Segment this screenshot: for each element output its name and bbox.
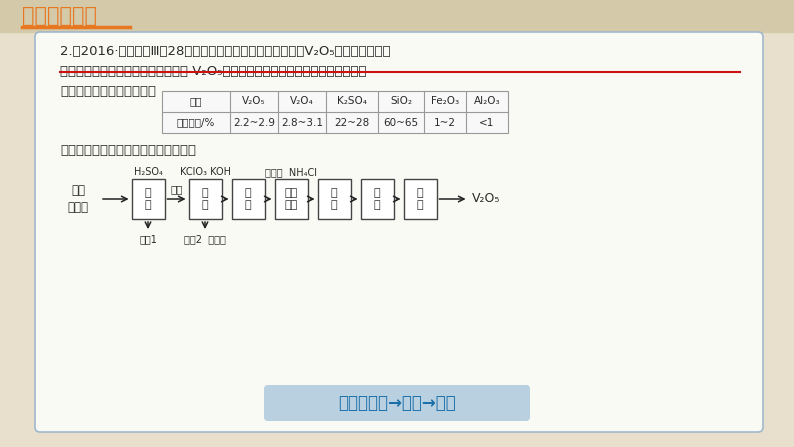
Text: V₂O₅: V₂O₅ <box>472 193 500 206</box>
Text: 1~2: 1~2 <box>434 118 456 127</box>
Text: 原料、杂质→流程→产品: 原料、杂质→流程→产品 <box>338 394 456 412</box>
Text: 洗
脱: 洗 脱 <box>330 188 337 210</box>
Text: K₂SO₄: K₂SO₄ <box>337 97 367 106</box>
Bar <box>162 91 508 133</box>
Text: 废渣2  流出液: 废渣2 流出液 <box>184 234 226 244</box>
Bar <box>132 179 164 219</box>
FancyBboxPatch shape <box>35 32 763 432</box>
Text: <1: <1 <box>480 118 495 127</box>
Bar <box>275 179 307 219</box>
Text: 2.2~2.9: 2.2~2.9 <box>233 118 275 127</box>
Bar <box>232 179 264 219</box>
Text: 质量分数/%: 质量分数/% <box>177 118 215 127</box>
Text: 废渣1: 废渣1 <box>139 234 157 244</box>
Text: V₂O₅: V₂O₅ <box>242 97 266 106</box>
Text: 废钒催化剂的主要成分为：: 废钒催化剂的主要成分为： <box>60 85 156 98</box>
Text: 硫酸的催化剂。从废钒催化剂中回收 V₂O₅既避免污染环境又有利于资源综合利用。: 硫酸的催化剂。从废钒催化剂中回收 V₂O₅既避免污染环境又有利于资源综合利用。 <box>60 65 367 78</box>
Bar <box>403 179 437 219</box>
Text: 沉
钒: 沉 钒 <box>374 188 380 210</box>
Text: 废钒
催化剂: 废钒 催化剂 <box>67 184 88 214</box>
Text: 22~28: 22~28 <box>334 118 370 127</box>
Text: SiO₂: SiO₂ <box>390 97 412 106</box>
Text: V₂O₄: V₂O₄ <box>290 97 314 106</box>
Text: KClO₃ KOH: KClO₃ KOH <box>179 167 230 177</box>
Text: 浸液: 浸液 <box>170 184 183 194</box>
Text: 淋洗液  NH₄Cl: 淋洗液 NH₄Cl <box>265 167 317 177</box>
Bar <box>318 179 350 219</box>
Text: 2.（2016·课标全国Ⅲ，28）以硅藻土为载体的五氧化二钒（V₂O₅）是接触法生产: 2.（2016·课标全国Ⅲ，28）以硅藻土为载体的五氧化二钒（V₂O₅）是接触法… <box>60 45 391 58</box>
Text: Fe₂O₃: Fe₂O₃ <box>431 97 459 106</box>
Text: H₂SO₄: H₂SO₄ <box>133 167 163 177</box>
Text: 2.8~3.1: 2.8~3.1 <box>281 118 323 127</box>
Text: 一、典例剖析: 一、典例剖析 <box>22 6 97 26</box>
Text: 60~65: 60~65 <box>384 118 418 127</box>
Text: 中
和: 中 和 <box>245 188 252 210</box>
Text: 以下是一种废钒催化剂回收工艺路线：: 以下是一种废钒催化剂回收工艺路线： <box>60 144 196 157</box>
Text: 氧
化: 氧 化 <box>202 188 208 210</box>
Bar <box>188 179 222 219</box>
Text: 煅
烧: 煅 烧 <box>417 188 423 210</box>
Text: Al₂O₃: Al₂O₃ <box>474 97 500 106</box>
Bar <box>360 179 394 219</box>
Text: 离子
交换: 离子 交换 <box>284 188 298 210</box>
Bar <box>0 0 794 32</box>
Text: 酸
浸: 酸 浸 <box>145 188 152 210</box>
Text: 物质: 物质 <box>190 97 202 106</box>
FancyBboxPatch shape <box>264 385 530 421</box>
